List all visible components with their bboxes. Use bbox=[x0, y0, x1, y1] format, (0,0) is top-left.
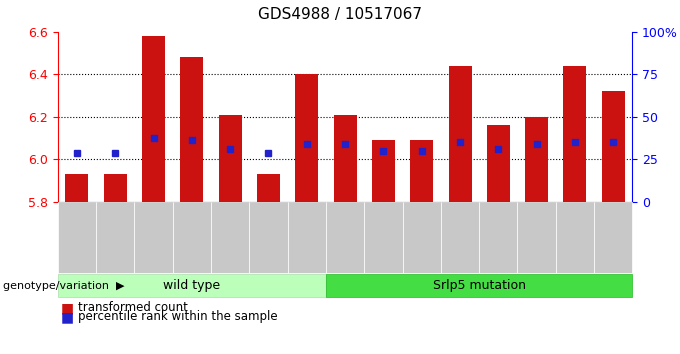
Text: ■: ■ bbox=[61, 301, 74, 315]
Text: GSM921337: GSM921337 bbox=[493, 207, 503, 267]
Bar bbox=[564, 66, 586, 202]
Text: GDS4988 / 10517067: GDS4988 / 10517067 bbox=[258, 7, 422, 22]
Bar bbox=[410, 140, 433, 202]
Text: GSM921334: GSM921334 bbox=[378, 208, 388, 267]
Text: GSM921338: GSM921338 bbox=[532, 208, 542, 267]
Text: GSM921329: GSM921329 bbox=[187, 207, 197, 267]
Bar bbox=[602, 91, 625, 202]
Text: GSM921339: GSM921339 bbox=[570, 208, 580, 267]
Bar bbox=[257, 174, 280, 202]
Bar bbox=[449, 66, 471, 202]
Text: GSM921333: GSM921333 bbox=[340, 208, 350, 267]
Text: GSM921327: GSM921327 bbox=[110, 207, 120, 267]
Text: Srlp5 mutation: Srlp5 mutation bbox=[432, 279, 526, 292]
Text: GSM921328: GSM921328 bbox=[148, 207, 158, 267]
Text: GSM921331: GSM921331 bbox=[263, 208, 273, 267]
Bar bbox=[65, 174, 88, 202]
Bar bbox=[219, 115, 241, 202]
Bar bbox=[525, 117, 548, 202]
Text: GSM921330: GSM921330 bbox=[225, 208, 235, 267]
Text: GSM921335: GSM921335 bbox=[417, 207, 427, 267]
Bar bbox=[487, 125, 510, 202]
Text: GSM921332: GSM921332 bbox=[302, 207, 312, 267]
Text: transformed count: transformed count bbox=[78, 302, 188, 314]
Bar bbox=[295, 74, 318, 202]
Bar bbox=[104, 174, 126, 202]
Bar bbox=[142, 36, 165, 202]
Text: genotype/variation  ▶: genotype/variation ▶ bbox=[3, 281, 125, 291]
Text: GSM921326: GSM921326 bbox=[72, 207, 82, 267]
Text: wild type: wild type bbox=[163, 279, 220, 292]
Text: ■: ■ bbox=[61, 310, 74, 324]
Bar bbox=[180, 57, 203, 202]
Text: GSM921340: GSM921340 bbox=[608, 208, 618, 267]
Bar bbox=[334, 115, 356, 202]
Text: GSM921336: GSM921336 bbox=[455, 208, 465, 267]
Text: percentile rank within the sample: percentile rank within the sample bbox=[78, 310, 278, 323]
Bar bbox=[372, 140, 395, 202]
